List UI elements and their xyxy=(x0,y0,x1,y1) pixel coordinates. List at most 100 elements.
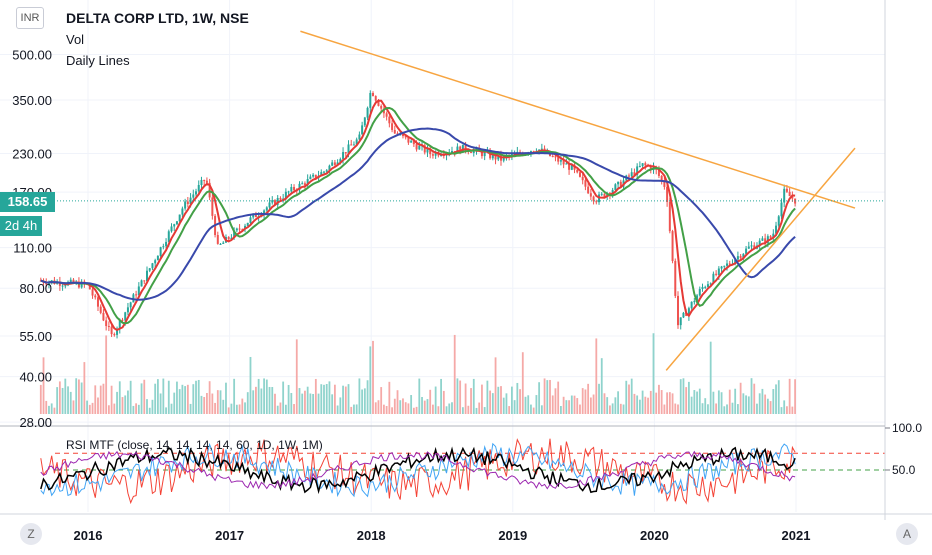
candle-body xyxy=(611,189,614,195)
candle-body xyxy=(777,216,780,226)
volume-bar xyxy=(260,388,263,414)
volume-bar xyxy=(178,389,181,414)
volume-bar xyxy=(617,391,619,414)
volume-bar xyxy=(374,402,377,414)
candle-body xyxy=(167,231,170,242)
candle-body xyxy=(263,210,266,215)
volume-bar xyxy=(274,393,276,414)
volume-bar xyxy=(467,405,470,414)
candle-body xyxy=(641,163,644,167)
volume-bar xyxy=(483,407,486,414)
candle-body xyxy=(666,186,669,203)
volume-bar xyxy=(404,402,407,414)
candle-body xyxy=(636,166,639,176)
candle-body xyxy=(181,208,184,215)
volume-bar xyxy=(363,388,366,414)
volume-bar xyxy=(421,396,423,414)
candle-body xyxy=(497,154,500,160)
volume-bar xyxy=(222,399,225,414)
candle-body xyxy=(162,246,165,248)
candle-body xyxy=(426,148,429,153)
candle-body xyxy=(173,224,176,227)
volume-bar xyxy=(698,388,701,414)
candle-body xyxy=(77,281,80,288)
volume-bar xyxy=(148,407,151,414)
candle-body xyxy=(706,284,709,287)
volume-bar xyxy=(717,390,720,414)
volume-bar xyxy=(203,397,206,414)
volume-bar xyxy=(429,389,432,414)
volume-bar xyxy=(481,384,483,414)
volume-bar xyxy=(788,378,791,414)
volume-bar xyxy=(102,383,105,414)
candle-body xyxy=(723,265,726,267)
volume-bar xyxy=(333,384,336,414)
candle-body xyxy=(94,295,97,298)
candle-body xyxy=(532,151,535,153)
volume-bar xyxy=(576,398,579,414)
volume-bar xyxy=(67,386,69,414)
volume-bars xyxy=(39,333,796,414)
volume-bar xyxy=(565,400,568,414)
indicator-vol-label[interactable]: Vol xyxy=(66,32,85,47)
candle-body xyxy=(401,134,404,137)
candle-body xyxy=(298,183,301,191)
volume-bar xyxy=(777,380,780,414)
candle-body xyxy=(184,201,187,209)
indicator-lines-label[interactable]: Daily Lines xyxy=(66,53,130,68)
candle-body xyxy=(170,226,173,232)
volume-bar xyxy=(407,403,410,414)
volume-bar xyxy=(510,386,513,414)
candle-body xyxy=(693,301,696,303)
candle-body xyxy=(165,241,168,247)
candle-body xyxy=(233,230,236,238)
volume-bar xyxy=(573,395,576,414)
volume-bar xyxy=(603,393,606,414)
volume-bar xyxy=(619,403,622,414)
volume-bar xyxy=(426,399,429,414)
volume-bar xyxy=(489,390,492,414)
candle-body xyxy=(143,280,146,282)
volume-bar xyxy=(257,378,260,414)
axes: 500.00350.00230.00170.00110.0080.0055.00… xyxy=(0,0,932,543)
volume-bar xyxy=(739,382,742,414)
candle-body xyxy=(717,268,720,275)
volume-bar xyxy=(287,384,290,414)
volume-bar xyxy=(325,384,328,414)
volume-bar xyxy=(372,340,374,414)
volume-bar xyxy=(39,384,42,414)
x-tick-label: 2019 xyxy=(498,528,527,543)
volume-bar xyxy=(701,403,704,414)
candle-body xyxy=(698,289,701,296)
volume-bar xyxy=(712,391,715,414)
volume-bar xyxy=(211,393,214,414)
volume-bar xyxy=(478,402,481,414)
volume-bar xyxy=(380,387,383,414)
auto-scale-button[interactable]: A xyxy=(896,523,918,545)
volume-bar xyxy=(780,407,783,414)
volume-bar xyxy=(195,380,197,414)
zoom-button[interactable]: Z xyxy=(20,523,42,545)
volume-bar xyxy=(794,379,796,414)
candle-body xyxy=(587,186,590,194)
candle-body xyxy=(105,320,108,327)
x-tick-label: 2017 xyxy=(215,528,244,543)
candle-body xyxy=(350,144,353,146)
volume-bar xyxy=(167,380,170,414)
currency-button[interactable]: INR xyxy=(16,7,44,29)
candle-body xyxy=(480,151,483,157)
volume-bar xyxy=(361,389,364,414)
volume-bar xyxy=(143,379,146,414)
candle-body xyxy=(600,193,603,195)
candle-body xyxy=(589,193,592,197)
volume-bar xyxy=(560,406,562,414)
volume-bar xyxy=(696,391,698,414)
volume-bar xyxy=(184,386,187,414)
rsi-series-line xyxy=(40,450,796,490)
trendline xyxy=(665,147,856,371)
volume-bar xyxy=(666,392,669,414)
volume-bar xyxy=(94,385,97,414)
candle-body xyxy=(235,228,238,231)
candle-body xyxy=(578,172,581,177)
